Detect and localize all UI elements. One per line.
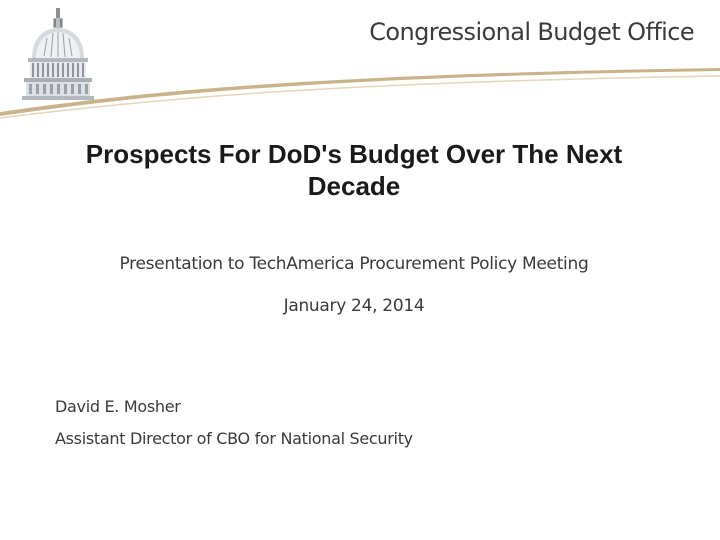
header-swoosh (0, 68, 720, 119)
org-name: Congressional Budget Office (369, 18, 694, 46)
presentation-date: January 24, 2014 (283, 296, 425, 316)
event-subtitle: Presentation to TechAmerica Procurement … (119, 254, 589, 274)
presenter-role: Assistant Director of CBO for National S… (55, 429, 413, 448)
capitol-dome-icon (22, 8, 94, 100)
slide-title: Prospects For DoD's Budget Over The Next… (85, 139, 623, 201)
presenter-name: David E. Mosher (55, 397, 181, 416)
